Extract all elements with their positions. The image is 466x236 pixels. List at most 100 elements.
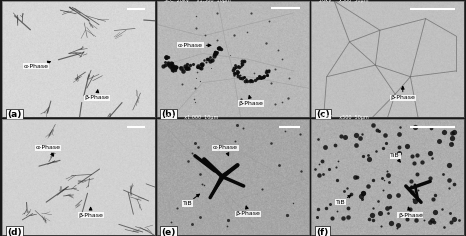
Point bbox=[411, 199, 418, 203]
Point bbox=[184, 63, 191, 66]
Point bbox=[331, 143, 338, 147]
Point bbox=[369, 218, 377, 221]
Point bbox=[298, 169, 305, 173]
Point bbox=[248, 79, 255, 83]
Polygon shape bbox=[221, 176, 244, 186]
Point bbox=[440, 225, 447, 229]
Point bbox=[358, 132, 366, 136]
Point bbox=[232, 139, 239, 143]
Point bbox=[253, 76, 260, 80]
Point bbox=[164, 61, 171, 65]
Point bbox=[284, 97, 291, 100]
Point bbox=[451, 130, 458, 134]
Point bbox=[198, 63, 205, 66]
Point bbox=[256, 76, 263, 79]
Point bbox=[445, 163, 452, 167]
Point bbox=[448, 136, 456, 140]
Point bbox=[344, 215, 352, 219]
Point bbox=[411, 125, 419, 128]
Point bbox=[237, 73, 244, 77]
Point bbox=[315, 162, 323, 166]
Point bbox=[384, 173, 392, 177]
Point bbox=[215, 46, 223, 50]
Point bbox=[418, 212, 425, 216]
Point bbox=[171, 68, 178, 72]
Point bbox=[178, 82, 186, 86]
Point bbox=[194, 145, 201, 149]
Point bbox=[238, 64, 245, 68]
Point bbox=[368, 213, 376, 216]
Point bbox=[241, 79, 249, 83]
Point bbox=[198, 66, 205, 70]
Point bbox=[450, 182, 458, 186]
Point bbox=[257, 76, 264, 80]
Point bbox=[450, 217, 457, 221]
Point bbox=[439, 172, 447, 175]
Polygon shape bbox=[210, 176, 224, 198]
Point bbox=[333, 165, 340, 169]
Point bbox=[164, 55, 171, 59]
Point bbox=[353, 133, 360, 136]
Point bbox=[296, 132, 303, 135]
Point bbox=[167, 61, 174, 65]
Point bbox=[352, 143, 360, 147]
Text: β-Phase: β-Phase bbox=[391, 86, 415, 100]
Text: β-Phase: β-Phase bbox=[78, 207, 103, 218]
Point bbox=[214, 38, 221, 42]
Point bbox=[213, 51, 221, 54]
Point bbox=[314, 137, 322, 141]
Point bbox=[326, 202, 334, 206]
Point bbox=[283, 213, 291, 217]
Point bbox=[267, 141, 274, 145]
Point bbox=[212, 51, 219, 55]
Point bbox=[440, 131, 447, 134]
Text: 200V     x500  50μm: 200V x500 50μm bbox=[319, 115, 369, 120]
Point bbox=[168, 61, 176, 65]
Point bbox=[193, 65, 201, 69]
Point bbox=[255, 76, 262, 80]
Point bbox=[172, 65, 179, 69]
Point bbox=[289, 202, 296, 205]
Point bbox=[235, 65, 242, 69]
Point bbox=[200, 59, 208, 62]
Point bbox=[231, 72, 238, 75]
Point bbox=[345, 206, 352, 210]
Point bbox=[163, 56, 170, 59]
Point bbox=[448, 131, 456, 135]
Point bbox=[377, 224, 385, 228]
Point bbox=[262, 71, 269, 74]
Point bbox=[196, 215, 204, 219]
Point bbox=[197, 172, 204, 176]
Point bbox=[215, 46, 223, 50]
Point bbox=[232, 66, 239, 70]
Point bbox=[232, 65, 240, 69]
Point bbox=[170, 64, 177, 68]
Point bbox=[194, 64, 202, 67]
Point bbox=[275, 163, 283, 167]
Point bbox=[385, 211, 392, 215]
Text: β-Phase: β-Phase bbox=[239, 96, 264, 106]
Text: β-Phase: β-Phase bbox=[398, 207, 423, 218]
Point bbox=[263, 73, 270, 77]
Polygon shape bbox=[204, 159, 224, 178]
Point bbox=[376, 129, 383, 133]
Point bbox=[188, 152, 196, 155]
Point bbox=[395, 151, 403, 155]
Point bbox=[426, 177, 434, 180]
Point bbox=[241, 76, 248, 79]
Point bbox=[333, 178, 340, 182]
Point bbox=[278, 57, 285, 60]
Point bbox=[189, 62, 196, 66]
Point bbox=[407, 207, 414, 211]
Point bbox=[169, 69, 177, 73]
Point bbox=[311, 167, 318, 171]
Point bbox=[358, 197, 365, 201]
Point bbox=[385, 194, 393, 198]
Point bbox=[315, 173, 322, 177]
Text: TiB: TiB bbox=[183, 194, 199, 206]
Point bbox=[233, 72, 240, 75]
Point bbox=[319, 172, 326, 176]
Point bbox=[217, 47, 225, 51]
Point bbox=[342, 135, 349, 139]
Point bbox=[192, 76, 199, 80]
